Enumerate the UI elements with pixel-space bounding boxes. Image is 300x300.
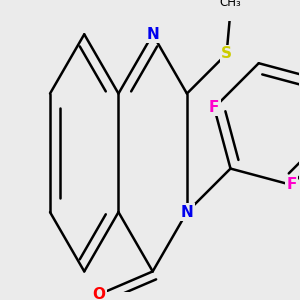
Text: CH₃: CH₃ (219, 0, 241, 9)
Text: O: O (93, 287, 106, 300)
Text: N: N (181, 205, 193, 220)
Text: F: F (209, 100, 219, 115)
Text: F: F (286, 177, 296, 192)
Text: N: N (146, 27, 159, 42)
Text: S: S (221, 46, 232, 62)
